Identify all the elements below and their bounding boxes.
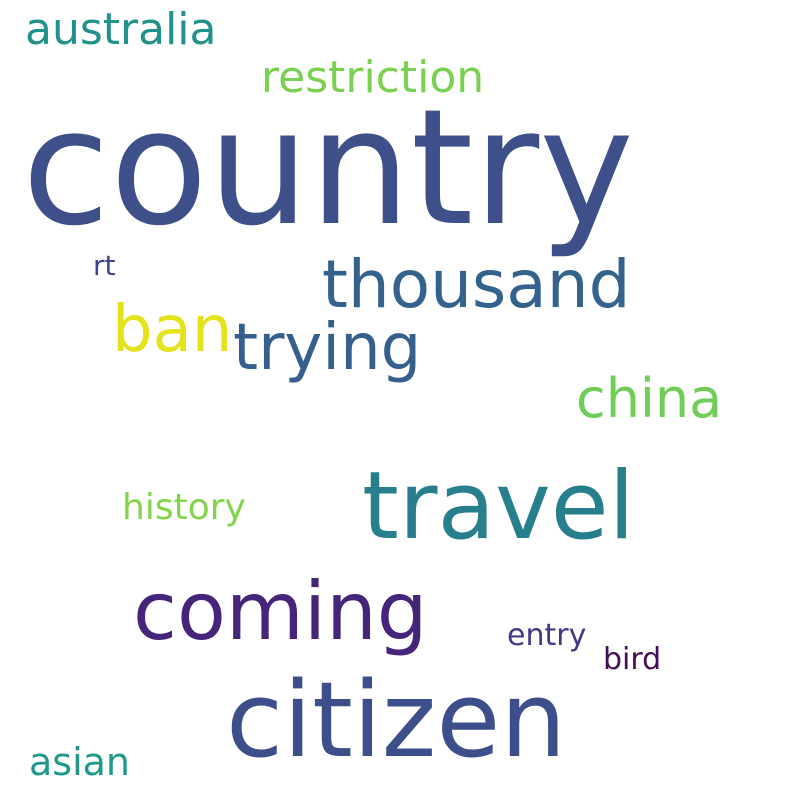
word-trying: trying (233, 311, 422, 385)
word-rt: rt (93, 249, 116, 282)
word-travel: travel (362, 452, 635, 561)
word-asian: asian (29, 740, 131, 784)
word-restriction: restriction (261, 52, 485, 103)
word-thousand: thousand (322, 246, 631, 323)
word-citizen: citizen (226, 659, 567, 781)
word-australia: australia (25, 4, 217, 55)
word-ban: ban (112, 293, 233, 367)
word-coming: coming (133, 565, 428, 658)
word-entry: entry (507, 618, 587, 653)
word-history: history (122, 487, 246, 528)
word-bird: bird (603, 642, 662, 677)
word-country: country (22, 74, 634, 261)
word-china: china (576, 367, 723, 430)
